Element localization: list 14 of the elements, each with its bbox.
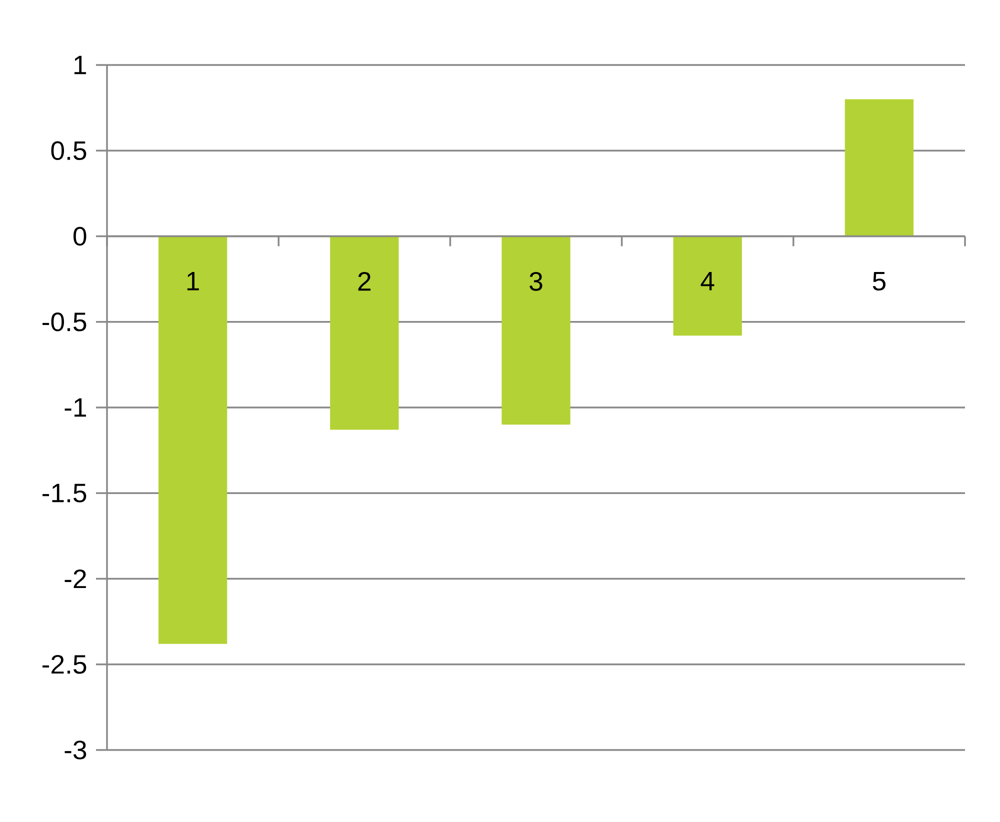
x-tick-label: 4: [700, 272, 714, 290]
y-tick-label: 0: [74, 226, 86, 246]
x-tick-label: 3: [530, 272, 542, 291]
y-tick-label: 1: [74, 56, 86, 74]
y-tick-label: -1.5: [42, 484, 86, 502]
x-tick-label: 2: [358, 272, 370, 291]
x-tick-label: 1: [187, 272, 199, 290]
y-tick-label: -2.5: [42, 654, 86, 674]
y-tick-label: -0.5: [42, 312, 86, 332]
y-tick-label: -2: [64, 569, 86, 588]
y-tick-label: -3: [64, 740, 86, 760]
y-tick-label: -1: [64, 398, 86, 417]
y-tick-label: 0.5: [51, 141, 86, 160]
x-tick-label: 5: [872, 272, 886, 291]
